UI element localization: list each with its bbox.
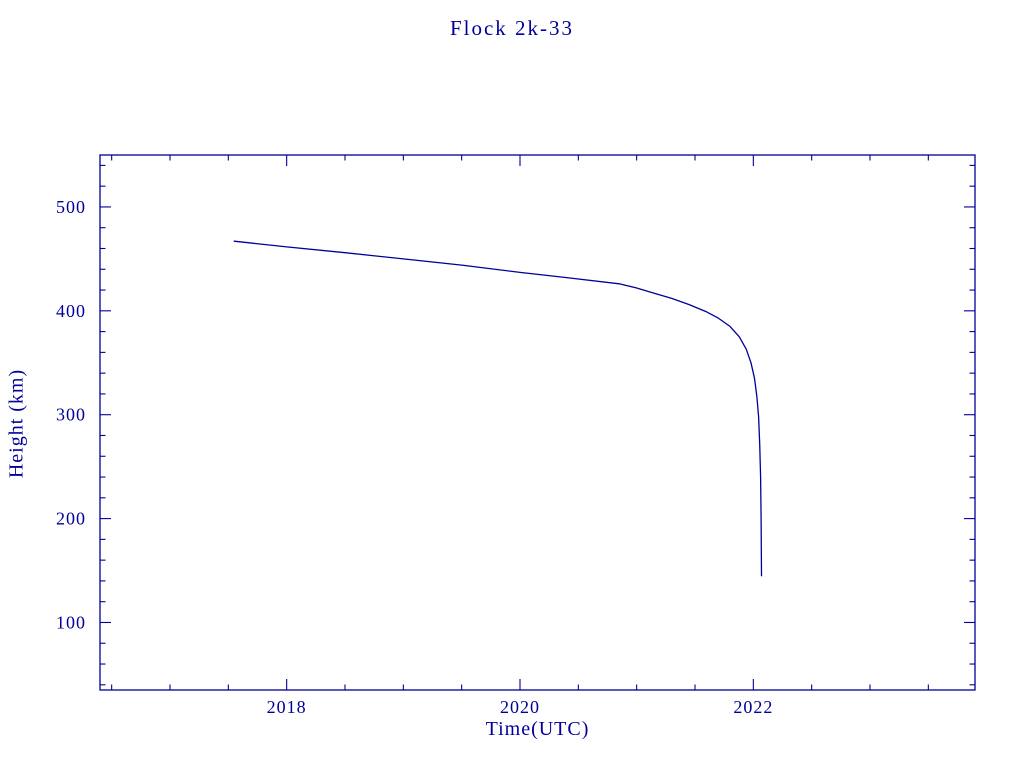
- y-tick-label: 500: [56, 197, 86, 217]
- x-tick-label: 2020: [500, 697, 540, 717]
- y-axis-label: Height (km): [5, 368, 28, 479]
- x-axis-label: Time(UTC): [485, 718, 590, 740]
- y-tick-label: 200: [56, 509, 86, 529]
- y-tick-label: 300: [56, 405, 86, 425]
- plot-frame: [99, 154, 976, 691]
- x-tick-label: 2018: [267, 697, 307, 717]
- x-tick-label: 2022: [733, 697, 773, 717]
- chart-title: Flock 2k-33: [449, 16, 575, 40]
- y-tick-label: 100: [56, 612, 86, 632]
- data-line: [233, 240, 763, 577]
- y-tick-label: 400: [56, 301, 86, 321]
